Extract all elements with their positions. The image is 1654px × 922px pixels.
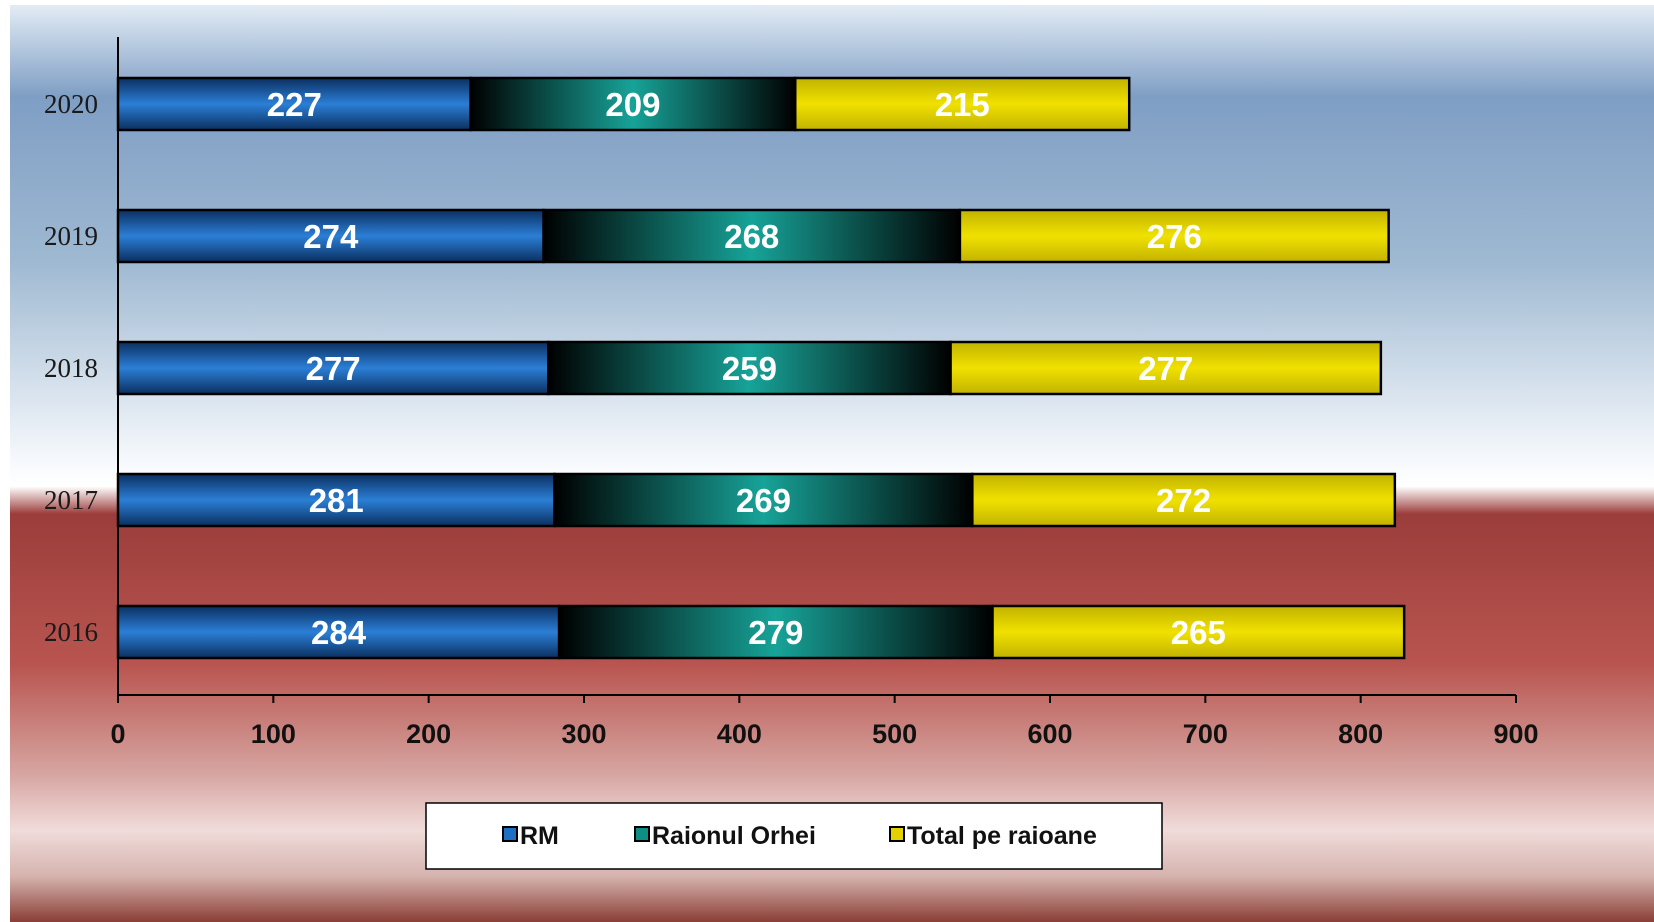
bar-total-pe-raioane-2019	[958, 208, 1390, 264]
x-tick-label: 400	[717, 719, 762, 749]
category-label: 2020	[44, 89, 98, 119]
legend-label: Total pe raioane	[907, 822, 1097, 850]
data-label: 279	[748, 614, 803, 651]
data-label: 277	[1138, 350, 1193, 387]
chart-background	[10, 5, 1654, 922]
data-label: 277	[306, 350, 361, 387]
x-tick-label: 700	[1183, 719, 1228, 749]
x-tick-label: 100	[251, 719, 296, 749]
bar-raionul-orhei-2020	[469, 76, 797, 132]
legend-swatch-total-pe-raioane	[889, 826, 905, 842]
legend-swatch-rm	[502, 826, 518, 842]
data-label: 215	[935, 86, 990, 123]
x-tick-label: 600	[1027, 719, 1072, 749]
bar-total-pe-raioane-2017	[971, 472, 1397, 528]
bar-rm-2016	[116, 604, 561, 660]
axes-layer: 2020 2019 2018 2017 2016 0 100 200 300 400 500 600 7…	[44, 37, 1539, 749]
x-tick-label: 500	[872, 719, 917, 749]
data-label: 274	[303, 218, 359, 255]
bar-total-pe-raioane-2018	[949, 340, 1383, 396]
legend-label: Raionul Orhei	[652, 822, 816, 850]
x-tick-label: 200	[406, 719, 451, 749]
bars-layer: 227 209 215 274 268 276 277 259 277 281 269 272 284 2…	[116, 76, 1406, 660]
data-label: 227	[267, 86, 322, 123]
legend: RM Raionul Orhei Total pe raioane	[425, 802, 1163, 870]
category-label: 2016	[44, 617, 98, 647]
category-label: 2018	[44, 353, 98, 383]
x-tick-label: 0	[110, 719, 125, 749]
data-label: 269	[736, 482, 791, 519]
x-tick-label: 800	[1338, 719, 1383, 749]
data-label: 209	[605, 86, 660, 123]
bar-rm-2017	[116, 472, 556, 528]
category-label: 2017	[44, 485, 98, 515]
chart-area: 227 209 215 274 268 276 277 259 277 281 269 272 284 2…	[10, 5, 1654, 922]
legend-swatch-raionul-orhei	[634, 826, 650, 842]
data-label: 268	[724, 218, 779, 255]
bar-rm-2019	[116, 208, 545, 264]
data-label: 259	[722, 350, 777, 387]
legend-label: RM	[520, 822, 559, 850]
data-label: 272	[1156, 482, 1211, 519]
bar-raionul-orhei-2019	[542, 208, 962, 264]
x-tick-label: 900	[1493, 719, 1538, 749]
legend-box	[425, 802, 1163, 870]
category-label: 2019	[44, 221, 98, 251]
bar-raionul-orhei-2016	[557, 604, 994, 660]
bar-total-pe-raioane-2020	[794, 76, 1131, 132]
data-label: 265	[1171, 614, 1226, 651]
data-label: 276	[1147, 218, 1202, 255]
data-label: 281	[309, 482, 364, 519]
bar-total-pe-raioane-2016	[991, 604, 1406, 660]
data-label: 284	[311, 614, 367, 651]
bar-raionul-orhei-2018	[547, 340, 952, 396]
x-tick-label: 300	[561, 719, 606, 749]
